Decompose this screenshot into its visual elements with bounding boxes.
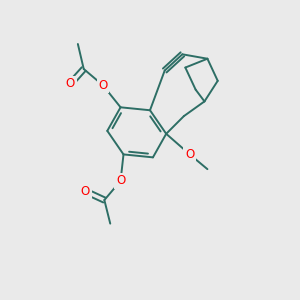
Text: O: O <box>66 77 75 90</box>
Text: O: O <box>81 185 90 198</box>
Text: O: O <box>98 79 107 92</box>
Text: O: O <box>185 148 194 161</box>
Text: O: O <box>116 174 125 188</box>
